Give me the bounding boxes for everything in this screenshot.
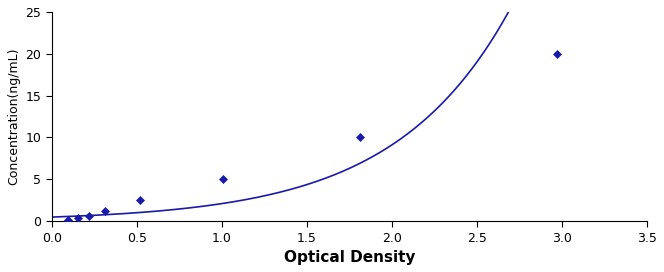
X-axis label: Optical Density: Optical Density — [284, 250, 415, 265]
Y-axis label: Concentration(ng/mL): Concentration(ng/mL) — [7, 48, 20, 185]
